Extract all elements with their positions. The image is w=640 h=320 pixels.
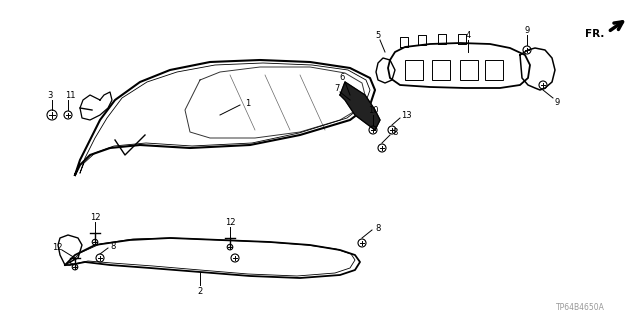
Text: FR.: FR. <box>584 29 604 39</box>
Text: 13: 13 <box>401 110 412 119</box>
Text: TP64B4650A: TP64B4650A <box>556 303 604 313</box>
Bar <box>405 60 423 80</box>
Text: 8: 8 <box>392 127 397 137</box>
Polygon shape <box>340 82 380 130</box>
Text: 8: 8 <box>375 223 381 233</box>
Text: 7: 7 <box>334 84 340 92</box>
Text: 4: 4 <box>465 30 470 39</box>
Text: 6: 6 <box>339 73 345 82</box>
Text: 1: 1 <box>245 99 251 108</box>
Bar <box>485 60 503 80</box>
Text: 12: 12 <box>90 212 100 221</box>
Text: 5: 5 <box>376 30 381 39</box>
Bar <box>432 60 450 80</box>
Text: 9: 9 <box>524 26 530 35</box>
Text: 12: 12 <box>52 243 62 252</box>
Text: 8: 8 <box>110 242 116 251</box>
Text: 11: 11 <box>65 91 76 100</box>
Bar <box>460 60 478 80</box>
Text: 12: 12 <box>225 218 236 227</box>
Text: 3: 3 <box>47 91 52 100</box>
Text: 9: 9 <box>554 98 559 107</box>
Text: 2: 2 <box>197 286 203 295</box>
Text: 10: 10 <box>368 106 378 115</box>
